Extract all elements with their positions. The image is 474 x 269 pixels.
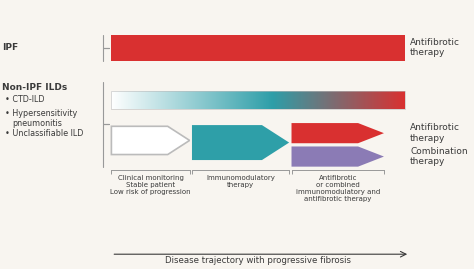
Text: Antifibrotic
or combined
immunomodulatory and
antifibrotic therapy: Antifibrotic or combined immunomodulator… [296, 175, 380, 202]
Text: Combination
therapy: Combination therapy [410, 147, 468, 166]
Text: Clinical monitoring
Stable patient
Low risk of progression: Clinical monitoring Stable patient Low r… [110, 175, 191, 195]
Text: IPF: IPF [2, 43, 18, 52]
Polygon shape [111, 126, 190, 154]
Text: pneumonitis: pneumonitis [12, 119, 62, 128]
Text: Antifibrotic
therapy: Antifibrotic therapy [410, 38, 460, 58]
Polygon shape [292, 146, 384, 167]
Text: Non-IPF ILDs: Non-IPF ILDs [2, 83, 68, 92]
Polygon shape [192, 125, 289, 160]
Polygon shape [292, 123, 384, 143]
Text: • Unclassifiable ILD: • Unclassifiable ILD [5, 129, 83, 137]
Text: • Hypersensitivity: • Hypersensitivity [5, 109, 77, 118]
Bar [111, 91, 405, 109]
Text: Immunomodulatory
therapy: Immunomodulatory therapy [206, 175, 275, 188]
Bar [111, 35, 405, 61]
Text: Disease trajectory with progressive fibrosis: Disease trajectory with progressive fibr… [165, 256, 351, 264]
Text: Antifibrotic
therapy: Antifibrotic therapy [410, 123, 460, 143]
Text: • CTD-ILD: • CTD-ILD [5, 95, 44, 104]
